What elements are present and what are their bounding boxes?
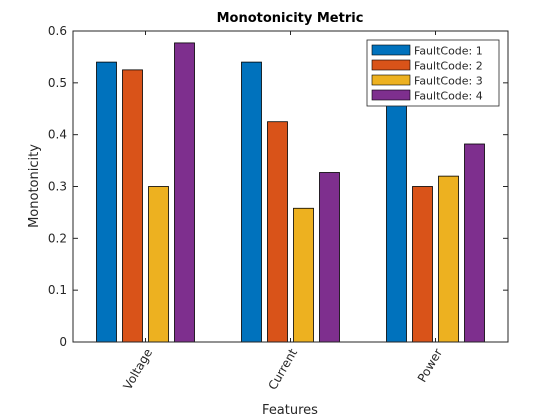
- x-axis-title: Features: [262, 403, 318, 418]
- legend-label: FaultCode: 1: [414, 45, 483, 58]
- x-tick-label: Power: [415, 346, 445, 384]
- bar-voltage-series-4: [174, 42, 195, 343]
- y-tick-labels: 0 0.1 0.2 0.3 0.4 0.5 0.6: [48, 24, 67, 349]
- y-tick-label: 0.3: [48, 180, 67, 194]
- x-tick-labels: Voltage Current Power: [120, 346, 445, 392]
- bar-power-series-3: [438, 175, 459, 343]
- bar-current-series-4: [319, 172, 340, 343]
- bar-current-series-1: [241, 61, 262, 343]
- chart-title: Monotonicity Metric: [217, 11, 364, 26]
- y-axis-title: Monotonicity: [27, 144, 42, 228]
- bar-voltage-series-2: [122, 69, 143, 343]
- legend: FaultCode: 1 FaultCode: 2 FaultCode: 3 Faul…: [366, 39, 500, 107]
- legend-label: FaultCode: 2: [414, 60, 483, 73]
- y-tick-label: 0.1: [48, 283, 67, 297]
- y-tick-label: 0.4: [48, 128, 67, 142]
- bar-voltage-series-1: [96, 61, 117, 343]
- axis-ticks: [73, 30, 508, 343]
- x-tick-label: Current: [265, 346, 300, 392]
- bars: [96, 42, 485, 343]
- bar-power-series-1: [386, 97, 407, 343]
- bar-voltage-series-3: [148, 186, 169, 343]
- legend-swatch: [371, 89, 411, 101]
- y-tick-label: 0.2: [48, 231, 67, 245]
- x-tick-label: Voltage: [120, 346, 155, 392]
- y-tick-label: 0: [59, 335, 67, 349]
- y-tick-label: 0.5: [48, 76, 67, 90]
- bar-current-series-2: [267, 121, 288, 343]
- bar-power-series-2: [412, 186, 433, 343]
- y-tick-label: 0.6: [48, 24, 67, 38]
- legend-swatch: [371, 74, 411, 86]
- bar-power-series-4: [464, 143, 485, 343]
- legend-label: FaultCode: 3: [414, 75, 483, 88]
- legend-swatch: [371, 44, 411, 56]
- legend-label: FaultCode: 4: [414, 90, 483, 103]
- legend-swatch: [371, 59, 411, 71]
- bar-current-series-3: [293, 207, 314, 343]
